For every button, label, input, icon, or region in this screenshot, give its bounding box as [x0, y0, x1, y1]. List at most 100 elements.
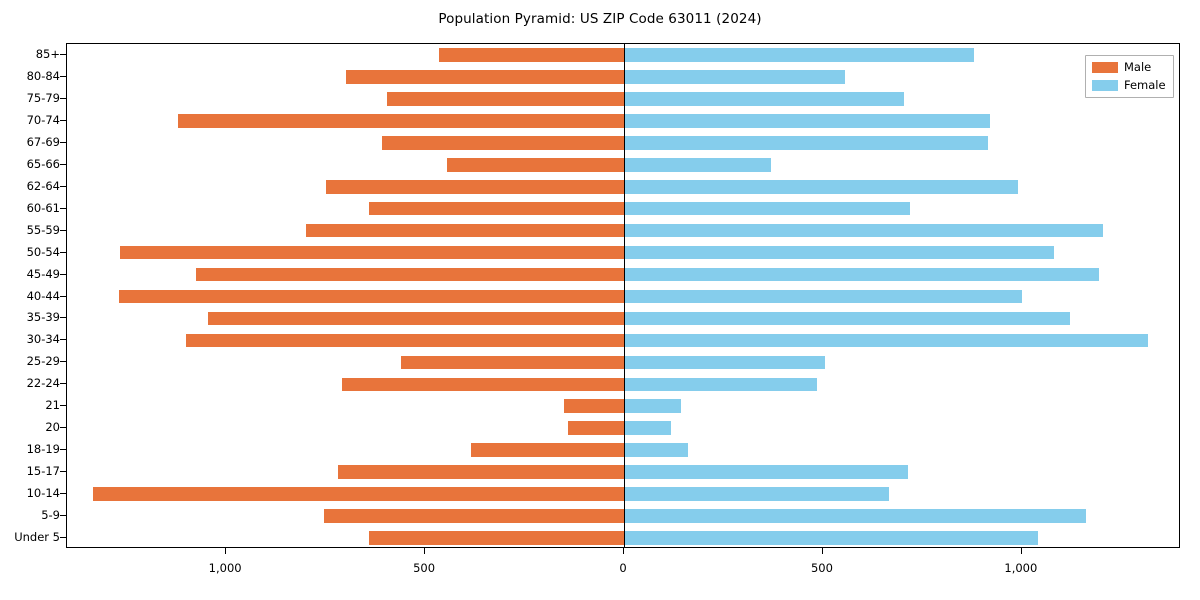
y-axis-tick-label: 75-79 — [26, 90, 60, 105]
y-axis-tick-mark — [60, 185, 66, 187]
bar-female — [624, 48, 975, 62]
bar-row — [67, 92, 1179, 106]
x-axis-tick-mark — [1020, 548, 1022, 554]
bar-row — [67, 421, 1179, 436]
y-axis-tick-label: 30-34 — [26, 332, 60, 347]
y-axis-tick-mark — [60, 163, 66, 165]
x-axis-tick-label: 1,000 — [208, 561, 242, 575]
bar-female — [624, 157, 772, 172]
bar-male — [323, 509, 624, 523]
bar-female — [624, 179, 1018, 194]
y-axis-tick-label: 21 — [45, 398, 60, 413]
y-axis-tick-label: 62-64 — [26, 178, 60, 193]
bar-male — [446, 157, 624, 172]
bar-female — [624, 509, 1086, 523]
y-axis-tick-mark — [60, 75, 66, 77]
x-axis-tick-mark — [424, 548, 426, 554]
bar-female — [624, 114, 991, 128]
y-axis-tick-label: 70-74 — [26, 112, 60, 127]
y-axis-tick-mark — [60, 119, 66, 121]
bar-male — [186, 333, 624, 348]
x-axis-tick-mark — [623, 548, 624, 554]
y-axis-tick-mark — [60, 53, 66, 55]
bar-male — [93, 487, 624, 501]
bar-row — [67, 70, 1179, 84]
y-axis-tick-label: 60-61 — [26, 200, 60, 215]
bar-row — [67, 157, 1179, 172]
bar-female — [624, 443, 688, 457]
bar-male — [382, 135, 624, 150]
bar-male — [337, 465, 624, 479]
x-axis-tick-mark — [225, 548, 227, 554]
bar-row — [67, 135, 1179, 150]
bar-female — [624, 245, 1054, 260]
bar-row — [67, 465, 1179, 479]
bar-male — [326, 179, 624, 194]
bar-female — [624, 311, 1070, 326]
bar-male — [345, 70, 624, 84]
bar-row — [67, 333, 1179, 348]
bar-row — [67, 48, 1179, 62]
y-axis-tick-mark — [60, 361, 66, 363]
bar-male — [119, 245, 624, 260]
bar-male — [564, 399, 624, 414]
bar-row — [67, 509, 1179, 523]
page-title: Population Pyramid: US ZIP Code 63011 (2… — [438, 11, 762, 27]
legend-item-female[interactable]: Female — [1092, 79, 1166, 92]
bar-female — [624, 465, 909, 479]
bar-male — [369, 531, 624, 545]
y-axis-tick-label: 18-19 — [26, 442, 60, 457]
chart-legend: Male Female — [1085, 55, 1174, 98]
legend-swatch-male — [1092, 62, 1118, 73]
y-axis-tick-label: 5-9 — [41, 508, 60, 523]
y-axis-tick-mark — [60, 141, 66, 143]
bar-row — [67, 443, 1179, 457]
x-axis-tick-label: 500 — [810, 561, 833, 575]
bar-row — [67, 201, 1179, 216]
x-axis-tick-label: 500 — [413, 561, 436, 575]
y-axis-tick-label: 20 — [45, 420, 60, 435]
bar-female — [624, 201, 911, 216]
bar-row — [67, 487, 1179, 501]
bar-female — [624, 289, 1022, 304]
bar-female — [624, 355, 825, 370]
bar-row — [67, 377, 1179, 392]
bar-male — [178, 114, 624, 128]
y-axis-tick-mark — [60, 383, 66, 385]
bar-female — [624, 135, 989, 150]
y-axis-tick-mark — [60, 515, 66, 517]
bar-row — [67, 399, 1179, 414]
bar-male — [439, 48, 624, 62]
y-axis-tick-mark — [60, 537, 66, 539]
y-axis-tick-label: 15-17 — [26, 464, 60, 479]
y-axis-tick-mark — [60, 493, 66, 495]
y-axis-tick-label: Under 5 — [14, 530, 60, 545]
y-axis-tick-label: 25-29 — [26, 354, 60, 369]
bar-row — [67, 311, 1179, 326]
bar-row — [67, 223, 1179, 238]
y-axis-tick-label: 45-49 — [26, 266, 60, 281]
bar-male — [567, 421, 624, 436]
y-axis-tick-label: 50-54 — [26, 244, 60, 259]
y-axis-tick-mark — [60, 427, 66, 429]
bar-row — [67, 245, 1179, 260]
bar-row — [67, 289, 1179, 304]
y-axis-tick-mark — [60, 295, 66, 297]
bar-male — [196, 267, 624, 282]
x-axis-tick-mark — [821, 548, 823, 554]
y-axis-tick-mark — [60, 449, 66, 451]
bar-male — [208, 311, 624, 326]
bar-female — [624, 70, 845, 84]
bar-female — [624, 487, 889, 501]
x-axis-tick-label: 1,000 — [1004, 561, 1038, 575]
bar-female — [624, 377, 817, 392]
bar-row — [67, 267, 1179, 282]
legend-item-male[interactable]: Male — [1092, 61, 1166, 74]
bar-female — [624, 531, 1038, 545]
y-axis-tick-mark — [60, 339, 66, 341]
y-axis-tick-mark — [60, 471, 66, 473]
bar-row — [67, 531, 1179, 545]
y-axis-tick-mark — [60, 317, 66, 319]
y-axis-tick-mark — [60, 229, 66, 231]
